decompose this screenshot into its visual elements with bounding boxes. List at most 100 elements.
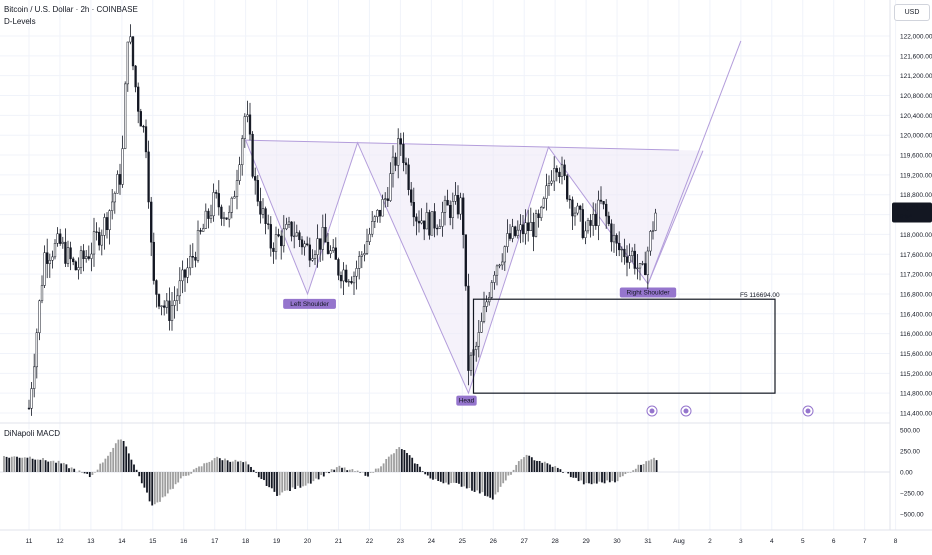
candle-body: [494, 275, 496, 282]
candle-body: [114, 193, 116, 202]
price-tick-label: 116,000.00: [900, 331, 932, 338]
candle-body: [395, 157, 397, 165]
macd-bar: [58, 461, 60, 472]
macd-bar: [492, 472, 494, 500]
candle-body: [111, 202, 113, 211]
candle-body: [387, 199, 389, 201]
macd-bar: [489, 472, 491, 498]
macd-bar: [188, 472, 190, 475]
candle-body: [257, 180, 259, 201]
candle-body: [46, 253, 48, 264]
candle-body: [496, 266, 498, 275]
candle-body: [127, 42, 129, 84]
candle-body: [75, 262, 77, 270]
macd-bar: [357, 471, 359, 472]
current-price-label: 118,521.39: [896, 205, 928, 212]
time-tick-label: 13: [87, 538, 95, 545]
candle-body: [249, 115, 251, 134]
candle-body: [301, 240, 303, 247]
candle-body: [296, 233, 298, 236]
candle-body: [83, 251, 85, 259]
macd-bar: [32, 459, 34, 472]
macd-bar: [547, 463, 549, 472]
macd-bar: [359, 472, 361, 473]
candle-body: [137, 87, 139, 111]
macd-bar: [482, 472, 484, 492]
macd-bar: [183, 472, 185, 476]
candle-body: [382, 199, 384, 216]
candle-body: [88, 257, 90, 259]
candle-body: [384, 199, 386, 200]
macd-bar: [281, 472, 283, 492]
candle-body: [613, 235, 615, 242]
event-icon-dot: [650, 409, 655, 414]
macd-bar: [40, 460, 42, 472]
macd-bar: [549, 465, 551, 472]
time-tick-label: 30: [613, 538, 621, 545]
macd-bar: [73, 469, 75, 472]
candle-body: [353, 276, 355, 283]
macd-bar: [185, 472, 187, 476]
macd-bar: [229, 462, 231, 472]
candle-body: [629, 256, 631, 263]
candle-body: [325, 227, 327, 242]
macd-bar: [432, 472, 434, 480]
candle-body: [91, 254, 93, 258]
price-tick-label: 119,600.00: [900, 153, 932, 160]
macd-bar: [209, 462, 211, 472]
candle-body: [171, 305, 173, 320]
candle-body: [569, 199, 571, 200]
candle-body: [314, 255, 316, 259]
macd-bar: [562, 472, 564, 473]
candle-body: [564, 165, 566, 176]
candle-body: [93, 232, 95, 254]
candle-body: [312, 259, 314, 261]
candle-body: [236, 181, 238, 197]
candle-body: [637, 268, 639, 269]
candle-body: [202, 229, 204, 232]
macd-bar: [302, 472, 304, 486]
candle-body: [405, 163, 407, 165]
candle-body: [72, 259, 74, 262]
macd-bar: [471, 472, 473, 491]
macd-bar: [294, 472, 296, 489]
price-tick-label: 122,000.00: [900, 34, 932, 41]
candle-body: [156, 281, 158, 295]
price-tick-label: 120,400.00: [900, 113, 932, 120]
time-tick-label: 17: [211, 538, 219, 545]
macd-bar: [326, 472, 328, 473]
macd-bar: [534, 460, 536, 472]
time-tick-label: 31: [644, 538, 652, 545]
macd-bar: [29, 457, 31, 472]
candle-body: [439, 226, 441, 228]
macd-bar: [396, 449, 398, 472]
macd-bar: [79, 470, 81, 472]
currency-button[interactable]: USD: [894, 4, 930, 21]
macd-bar: [66, 464, 68, 472]
candle-body: [421, 221, 423, 223]
macd-bar: [612, 472, 614, 481]
candle-body: [582, 209, 584, 237]
macd-bar: [552, 467, 554, 472]
candle-body: [104, 217, 106, 235]
macd-bar: [268, 472, 270, 487]
candle-body: [189, 256, 191, 268]
candle-body: [392, 157, 394, 174]
macd-bar: [331, 469, 333, 472]
macd-bar: [541, 463, 543, 472]
macd-bar: [279, 472, 281, 495]
candle-body: [418, 221, 420, 223]
macd-bar: [518, 461, 520, 472]
candle-body: [348, 281, 350, 282]
candle-body: [548, 183, 550, 185]
candle-body: [33, 367, 35, 389]
macd-bar: [107, 456, 109, 472]
price-tick-label: 116,800.00: [900, 291, 932, 298]
candle-body: [608, 216, 610, 224]
candle-body: [361, 255, 363, 257]
macd-bar: [341, 468, 343, 472]
candle-body: [273, 248, 275, 251]
candle-body: [655, 213, 657, 230]
